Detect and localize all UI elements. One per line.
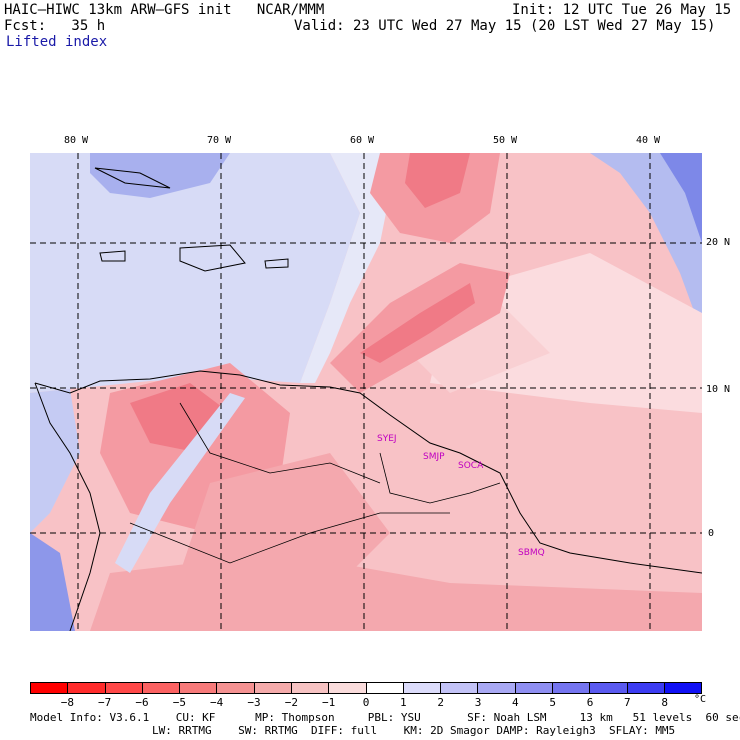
field-deep-blue-sw [30, 533, 75, 631]
field-deep-red-tongue [360, 283, 475, 363]
station-label-sbmq: SBMQ [518, 548, 545, 558]
colorbar-segment [664, 683, 702, 693]
colorbar-tick-label: 7 [624, 696, 631, 709]
colorbar-tick-label: −7 [98, 696, 112, 709]
colorbar-segment [68, 683, 106, 693]
colorbar-tick-label: 6 [586, 696, 594, 709]
lifted-index-map: SYEJ SMJP SOCA SBMQ [30, 153, 702, 631]
colorbar-segment [403, 683, 442, 693]
lon-label-70w: 70 W [207, 135, 232, 146]
model-title: HAIC–HIWC 13km ARW–GFS init NCAR/MMM [4, 2, 325, 18]
field-name: Lifted index [6, 34, 108, 50]
colorbar-segment [590, 683, 628, 693]
model-info-line2: LW: RRTMG SW: RRTMG DIFF: full KM: 2D Sm… [152, 724, 676, 737]
colorbar-tick-label: −8 [60, 696, 74, 709]
colorbar-segment [254, 683, 292, 693]
island-hispaniola [179, 244, 246, 272]
colorbar-tick-label: 2 [437, 696, 444, 709]
colorbar-segment [478, 683, 516, 693]
colorbar-tick-label: −2 [284, 696, 298, 709]
island-jamaica [99, 250, 126, 262]
graticule [30, 153, 702, 631]
field-deep-blue-nw [90, 153, 230, 198]
colorbar-tick-label: 5 [549, 696, 556, 709]
lat-label-0: 0 [708, 528, 715, 539]
colorbar-segment [515, 683, 553, 693]
colorbar-tick-label: −5 [172, 696, 186, 709]
field-blue-ne [590, 153, 702, 333]
field-blue-pacific [30, 389, 80, 533]
field-deep-red-north [405, 153, 470, 208]
colorbar-tick-label: 3 [474, 696, 482, 709]
colorbar-tick-label: −1 [322, 696, 336, 709]
island-cuba [94, 167, 171, 189]
station-label-soca: SOCA [458, 461, 484, 471]
init-time: Init: 12 UTC Tue 26 May 15 [512, 2, 732, 18]
colorbar-segment [217, 683, 255, 693]
lat-label-10n: 10 N [706, 384, 731, 395]
colorbar-unit: °C [694, 694, 707, 705]
colorbar-tick-label: 8 [661, 696, 668, 709]
border-guianas [379, 452, 501, 504]
valid-time: Valid: 23 UTC Wed 27 May 15 (20 LST Wed … [294, 18, 716, 34]
field-andes-blue [115, 393, 245, 573]
colorbar-tick-label: −4 [210, 696, 224, 709]
colorbar-tick-label: 1 [400, 696, 407, 709]
lon-label-40w: 40 W [636, 135, 661, 146]
colorbar-segment [142, 683, 181, 693]
lon-label-80w: 80 W [64, 135, 89, 146]
lon-label-50w: 50 W [493, 135, 518, 146]
field-blue-atlantic [300, 153, 410, 383]
colorbar-segment [105, 683, 143, 693]
colorbar [30, 682, 702, 694]
model-info-line1: Model Info: V3.6.1 CU: KF MP: Thompson P… [30, 711, 740, 724]
colorbar-segment [366, 683, 404, 693]
field-deep-blue-ne [660, 153, 702, 243]
border-venezuela [179, 402, 381, 484]
colorbar-segment [329, 683, 367, 693]
colorbar-tick-label: −3 [247, 696, 261, 709]
colorbar-segment [552, 683, 591, 693]
field-blue-caribbean [30, 153, 360, 393]
colorbar-tick-label: −6 [135, 696, 149, 709]
field-red-amazon-south [90, 553, 702, 631]
lon-label-60w: 60 W [350, 135, 375, 146]
colorbar-segment [291, 683, 330, 693]
island-puerto-rico [264, 258, 289, 269]
station-label-syej: SYEJ [377, 434, 397, 444]
colorbar-segment [180, 683, 218, 693]
map-canvas: SYEJ SMJP SOCA SBMQ [30, 153, 702, 631]
coastline-south-america [34, 370, 702, 574]
colorbar-segment [627, 683, 665, 693]
coastline-pacific [34, 382, 101, 631]
colorbar-segment [31, 683, 69, 693]
colorbar-segment [441, 683, 479, 693]
colorbar-tick-label: 0 [362, 696, 370, 709]
forecast-hour: Fcst: 35 h [4, 18, 106, 34]
lat-label-20n: 20 N [706, 237, 731, 248]
colorbar-tick-label: 4 [512, 696, 519, 709]
station-label-smjp: SMJP [423, 452, 445, 462]
